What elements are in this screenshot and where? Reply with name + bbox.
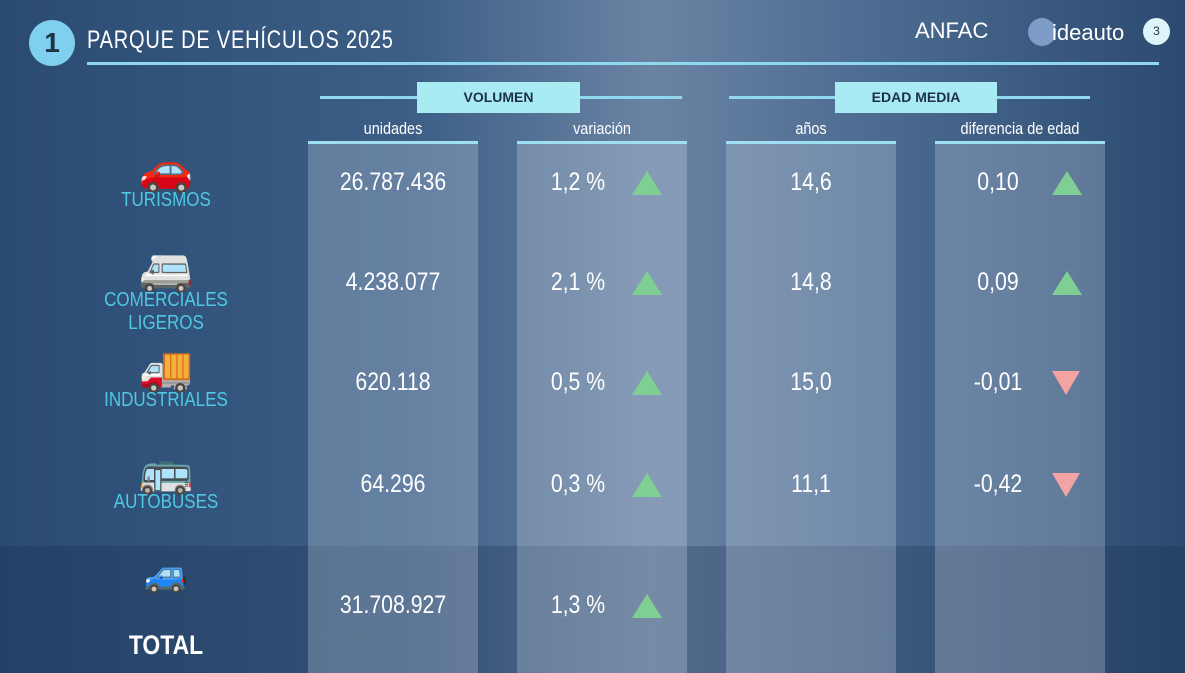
variacion-value: 2,1 % [550,268,606,296]
anos-value: 11,1 [791,470,831,498]
row-label: AUTOBUSES [113,491,219,513]
row-label: COMERCIALES LIGEROS [104,289,228,334]
anos-value: 15,0 [790,368,832,396]
trend-down-icon [1052,371,1080,395]
row-label: INDUSTRIALES [104,389,228,411]
car-icon: 🚗 [138,145,194,194]
ideauto-logo-mark [1028,18,1056,46]
total-label: TOTAL [128,630,204,660]
bus-icon: 🚌 [138,447,194,496]
diferencia-value: -0,42 [973,470,1023,498]
col-header-anos: años [795,119,827,138]
row-label: TURISMOS [121,189,211,211]
anos-value: 14,6 [790,168,832,196]
total-band [0,546,1185,673]
unidades-value: 26.787.436 [339,168,447,196]
title-underline [87,62,1159,65]
van-icon: 🚐 [138,245,194,294]
unidades-value: 4.238.077 [345,268,441,296]
column-unidades [308,141,478,673]
diferencia-value: -0,01 [973,368,1023,396]
trend-up-icon [1052,271,1082,295]
variacion-value: 0,5 % [550,368,606,396]
anos-value: 14,8 [790,268,832,296]
variacion-value: 0,3 % [550,470,606,498]
edad-media-badge: EDAD MEDIA [835,82,997,113]
trend-up-icon [632,371,662,395]
trend-up-icon [632,171,662,195]
diferencia-value: 0,10 [977,168,1019,196]
col-header-unidades: unidades [363,119,423,138]
trend-up-icon [632,594,662,618]
column-anos [726,141,896,673]
total-unidades: 31.708.927 [339,591,447,619]
trend-up-icon [632,473,662,497]
trend-up-icon [1052,171,1082,195]
volumen-badge: VOLUMEN [417,82,580,113]
page-title: PARQUE DE VEHÍCULOS 2025 [87,26,394,54]
ideauto-logo: ideauto [1052,20,1125,45]
trend-up-icon [632,271,662,295]
total-variacion: 1,3 % [550,591,606,619]
variacion-value: 1,2 % [550,168,606,196]
col-header-diferencia: diferencia de edad [960,119,1080,138]
column-variacion [517,141,687,673]
unidades-value: 64.296 [360,470,426,498]
truck-icon: 🚚 [138,345,194,394]
unidades-value: 620.118 [355,368,431,396]
anfac-logo: ANFAC [915,18,989,43]
column-diferencia [935,141,1105,673]
col-header-variacion: variación [573,119,631,138]
section-number: 1 [29,20,75,66]
vehicles-icon: 🚙 [143,553,189,594]
trend-down-icon [1052,473,1080,497]
page-number: 3 [1143,18,1170,45]
diferencia-value: 0,09 [977,268,1019,296]
